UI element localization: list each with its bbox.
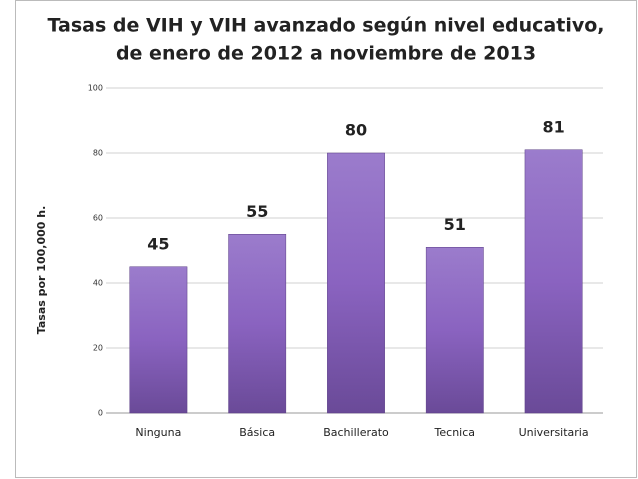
y-tick-label: 0 — [98, 409, 103, 418]
y-axis-label: Tasas por 100,000 h. — [35, 206, 48, 334]
y-tick-label: 80 — [93, 149, 103, 158]
chart-title: de enero de 2012 a noviembre de 2013 — [116, 43, 536, 65]
y-tick-label: 40 — [93, 279, 103, 288]
x-tick-label: Ninguna — [135, 426, 181, 439]
data-label: 45 — [147, 234, 169, 253]
bar — [524, 149, 583, 414]
y-tick-label: 20 — [93, 344, 103, 353]
y-tick-label: 100 — [88, 84, 103, 93]
x-tick-label: Básica — [239, 426, 275, 439]
data-label: 51 — [444, 215, 466, 234]
data-label: 81 — [542, 117, 564, 136]
x-tick-label: Tecnica — [434, 426, 475, 439]
data-label: 80 — [345, 121, 367, 140]
bar — [129, 266, 188, 414]
data-label: 55 — [246, 202, 268, 221]
y-tick-label: 60 — [93, 214, 103, 223]
bar — [327, 152, 385, 414]
bar — [228, 234, 287, 414]
x-tick-label: Universitaria — [519, 426, 589, 439]
frame — [15, 0, 637, 478]
chart-title: Tasas de VIH y VIH avanzado según nivel … — [47, 15, 604, 37]
x-tick-label: Bachillerato — [323, 426, 389, 439]
bar — [425, 247, 484, 414]
